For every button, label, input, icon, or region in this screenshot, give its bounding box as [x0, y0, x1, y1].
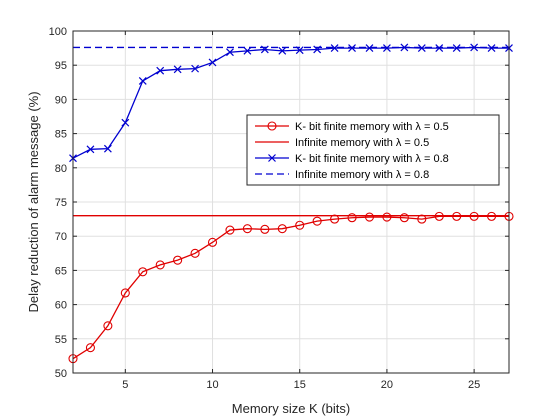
data-point: [312, 216, 322, 226]
y-tick-label: 60: [55, 300, 67, 312]
y-tick-label: 50: [55, 368, 67, 380]
data-point: [469, 211, 479, 221]
y-tick-label: 55: [55, 334, 67, 346]
y-tick-label: 70: [55, 231, 67, 243]
legend-item: K- bit finite memory with λ = 0.5: [255, 121, 449, 133]
data-point: [207, 237, 218, 247]
data-point: [191, 64, 200, 73]
data-point: [121, 118, 130, 127]
data-point: [138, 77, 147, 85]
data-point: [208, 58, 217, 67]
data-point: [382, 44, 391, 53]
data-point: [260, 224, 270, 234]
x-tick-label: 25: [468, 379, 480, 391]
series-1: [68, 211, 514, 364]
data-point: [85, 343, 95, 353]
x-tick-label: 5: [122, 379, 128, 391]
legend-label: K- bit finite memory with λ = 0.8: [295, 153, 449, 165]
data-point: [364, 212, 375, 222]
y-axis-label: Delay reduction of alarm message (%): [26, 91, 41, 312]
y-tick-label: 65: [55, 265, 67, 277]
data-point: [243, 46, 252, 55]
legend-item: Infinite memory with λ = 0.5: [255, 137, 429, 149]
data-point: [278, 46, 287, 55]
data-point: [487, 211, 497, 221]
y-tick-label: 95: [55, 60, 67, 72]
data-point: [268, 154, 276, 162]
legend: K- bit finite memory with λ = 0.5 Infinit…: [246, 114, 500, 186]
series-line: [72, 46, 509, 159]
x-tick-label: 10: [206, 379, 218, 391]
data-point: [103, 144, 112, 153]
data-point: [156, 66, 165, 75]
y-tick-label: 85: [55, 129, 67, 141]
y-tick-label: 90: [55, 94, 67, 106]
data-point: [348, 44, 356, 53]
x-tick-label: 15: [294, 379, 306, 391]
data-point: [155, 260, 165, 270]
data-point: [347, 213, 357, 223]
y-tick-label: 75: [55, 197, 67, 209]
data-point: [103, 321, 113, 331]
data-point: [487, 44, 496, 53]
data-point: [434, 211, 444, 221]
x-tick-label: 20: [381, 379, 393, 391]
data-point: [226, 48, 234, 57]
x-axis-label: Memory size K (bits): [232, 401, 350, 416]
series-layer: [68, 43, 514, 364]
data-point: [452, 211, 462, 221]
ticks: 5 10 15 20 25 50 55 60 65 70 75 80 85 90 95 100: [49, 26, 509, 391]
legend-label: K- bit finite memory with λ = 0.5: [295, 121, 449, 133]
legend-label: Infinite memory with λ = 0.8: [295, 169, 429, 181]
data-point: [225, 225, 235, 235]
data-point: [435, 44, 444, 53]
y-tick-label: 80: [55, 163, 67, 175]
legend-item: Infinite memory with λ = 0.8: [255, 169, 429, 181]
y-tick-label: 100: [49, 26, 67, 38]
data-point: [417, 44, 426, 53]
legend-box: [246, 114, 500, 186]
series-line: [72, 215, 509, 360]
data-point: [190, 248, 200, 258]
data-point: [452, 44, 461, 53]
data-point: [242, 224, 252, 234]
data-point: [173, 65, 182, 74]
data-point: [86, 145, 95, 154]
data-point: [173, 255, 183, 265]
data-point: [399, 213, 409, 223]
data-point: [138, 267, 148, 277]
data-point: [120, 288, 130, 298]
data-point: [330, 44, 339, 53]
data-point: [277, 224, 287, 234]
legend-item: K- bit finite memory with λ = 0.8: [255, 153, 449, 165]
data-point: [382, 212, 392, 222]
data-point: [365, 44, 374, 53]
legend-label: Infinite memory with λ = 0.5: [295, 137, 429, 149]
data-point: [267, 121, 277, 131]
data-point: [295, 220, 305, 230]
